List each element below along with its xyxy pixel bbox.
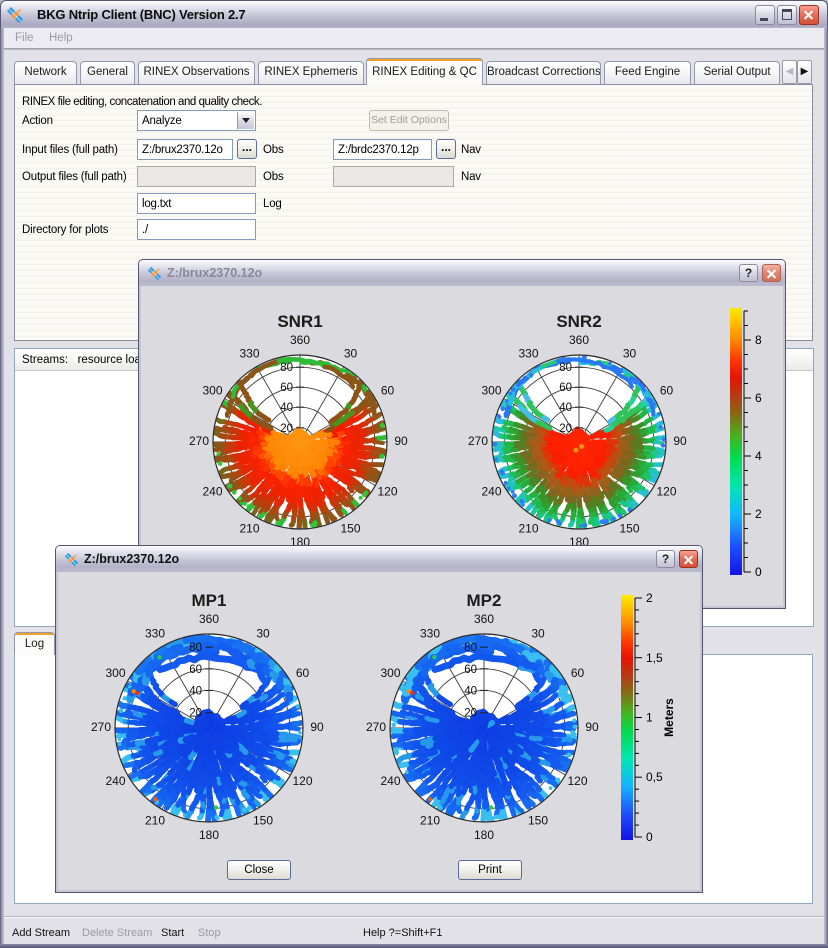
svg-text:40: 40 <box>464 685 477 697</box>
svg-text:120: 120 <box>656 485 676 499</box>
svg-text:80: 80 <box>280 362 293 374</box>
svg-text:80: 80 <box>559 362 572 374</box>
svg-text:MP1: MP1 <box>192 591 227 610</box>
svg-text:40: 40 <box>189 685 202 697</box>
svg-text:330: 330 <box>518 347 538 361</box>
svg-text:60: 60 <box>296 666 310 680</box>
svg-text:30: 30 <box>344 347 358 361</box>
svg-text:0,5: 0,5 <box>646 770 663 784</box>
svg-text:360: 360 <box>569 333 589 347</box>
svg-text:150: 150 <box>253 814 273 828</box>
svg-text:80: 80 <box>189 642 202 654</box>
svg-text:270: 270 <box>366 720 386 734</box>
svg-text:300: 300 <box>202 384 222 398</box>
svg-text:1,5: 1,5 <box>646 651 663 665</box>
svg-text:SNR2: SNR2 <box>556 312 601 331</box>
svg-text:120: 120 <box>567 774 587 788</box>
svg-text:270: 270 <box>189 434 209 448</box>
svg-text:8: 8 <box>755 333 762 347</box>
svg-text:60: 60 <box>381 384 395 398</box>
svg-text:60: 60 <box>464 664 477 676</box>
svg-text:210: 210 <box>145 814 165 828</box>
svg-text:360: 360 <box>290 333 310 347</box>
svg-text:240: 240 <box>481 485 501 499</box>
svg-text:30: 30 <box>531 627 545 641</box>
svg-text:240: 240 <box>202 485 222 499</box>
svg-text:20: 20 <box>189 708 202 720</box>
svg-text:MP2: MP2 <box>467 591 502 610</box>
svg-text:210: 210 <box>518 522 538 536</box>
svg-text:SNR1: SNR1 <box>277 312 322 331</box>
svg-text:90: 90 <box>310 720 324 734</box>
svg-text:120: 120 <box>292 774 312 788</box>
svg-text:1: 1 <box>646 711 653 725</box>
svg-text:Meters: Meters <box>662 698 676 737</box>
svg-text:20: 20 <box>280 423 293 435</box>
svg-text:360: 360 <box>199 612 219 626</box>
svg-text:330: 330 <box>239 347 259 361</box>
svg-text:20: 20 <box>559 423 572 435</box>
svg-text:60: 60 <box>660 384 674 398</box>
svg-text:210: 210 <box>239 522 259 536</box>
svg-text:330: 330 <box>145 627 165 641</box>
svg-text:60: 60 <box>571 666 585 680</box>
svg-text:180: 180 <box>199 828 219 842</box>
svg-text:300: 300 <box>481 384 501 398</box>
svg-text:60: 60 <box>189 664 202 676</box>
svg-text:4: 4 <box>755 449 762 463</box>
svg-text:240: 240 <box>105 774 125 788</box>
svg-text:6: 6 <box>755 391 762 405</box>
svg-text:2: 2 <box>646 591 653 605</box>
svg-text:240: 240 <box>380 774 400 788</box>
svg-text:120: 120 <box>377 485 397 499</box>
svg-text:90: 90 <box>585 720 599 734</box>
svg-text:330: 330 <box>420 627 440 641</box>
svg-text:40: 40 <box>559 402 572 414</box>
svg-text:150: 150 <box>619 522 639 536</box>
svg-text:2: 2 <box>755 507 762 521</box>
svg-text:270: 270 <box>91 720 111 734</box>
svg-text:360: 360 <box>474 612 494 626</box>
svg-text:30: 30 <box>256 627 270 641</box>
svg-text:90: 90 <box>394 434 408 448</box>
svg-text:210: 210 <box>420 814 440 828</box>
svg-text:90: 90 <box>673 434 687 448</box>
svg-text:30: 30 <box>623 347 637 361</box>
svg-text:150: 150 <box>528 814 548 828</box>
svg-text:60: 60 <box>280 382 293 394</box>
svg-text:60: 60 <box>559 382 572 394</box>
svg-text:0: 0 <box>646 830 653 844</box>
svg-text:40: 40 <box>280 402 293 414</box>
svg-text:300: 300 <box>105 666 125 680</box>
svg-text:270: 270 <box>468 434 488 448</box>
svg-text:20: 20 <box>464 708 477 720</box>
svg-text:150: 150 <box>340 522 360 536</box>
svg-text:0: 0 <box>755 565 762 579</box>
svg-text:300: 300 <box>380 666 400 680</box>
svg-text:80: 80 <box>464 642 477 654</box>
svg-text:180: 180 <box>474 828 494 842</box>
